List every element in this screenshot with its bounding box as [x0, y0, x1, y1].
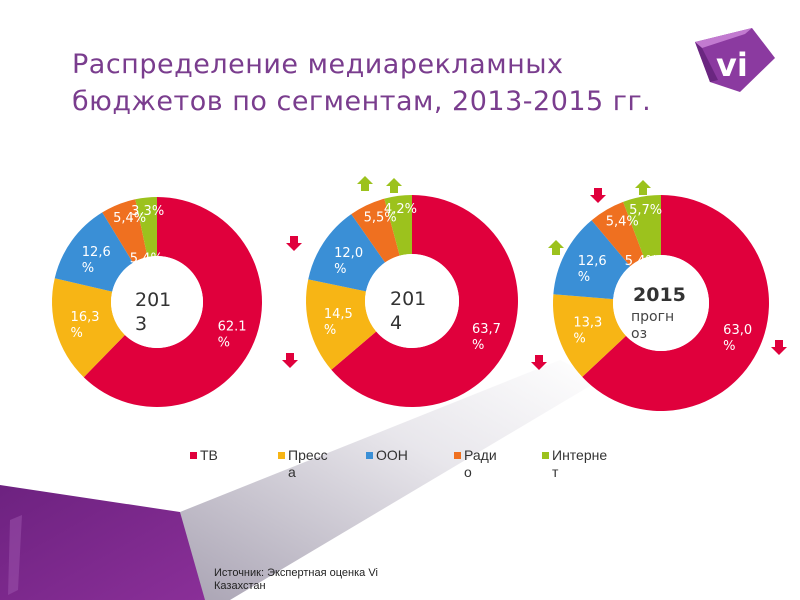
slice-2014-internet [384, 195, 412, 256]
legend-item-internet: Интернет [542, 447, 630, 481]
legend-swatch [454, 452, 461, 459]
slice-2015-radio [591, 201, 645, 267]
svg-text:vi: vi [716, 46, 748, 84]
donut-hole [365, 254, 459, 348]
slice-2013-internet [135, 197, 157, 257]
slice-2013-ooh [54, 212, 134, 292]
data-label-2014-press: 14,5% [324, 307, 353, 338]
data-label-2014-ooh: 12,0% [334, 246, 363, 277]
arrow-down-icon [286, 236, 302, 251]
legend-label: ТВ [200, 447, 218, 463]
arrow-down-icon [771, 340, 787, 355]
slice-2015-internet [623, 195, 661, 259]
slice-2014-ooh [308, 214, 386, 292]
arrow-down-icon [590, 188, 606, 203]
data-label-2013-ooh: 12,6% [82, 245, 111, 276]
legend-item-tv: ТВ [190, 447, 278, 481]
data-label-2015-press: 13,3% [573, 316, 602, 347]
legend-label: Пресса [288, 447, 328, 480]
data-label-2013-internet: 3.3% [131, 204, 164, 219]
data-label-2014-internet: 4,2% [384, 202, 417, 217]
data-label-2015-internet: 5,7% [629, 203, 662, 218]
data-label-2014-tv: 63,7% [472, 322, 501, 353]
vi-logo: vi [690, 20, 785, 104]
legend-item-ooh: ООН [366, 447, 454, 481]
data-label-2015-ooh: 12,6% [578, 254, 607, 285]
slice-2013-tv [83, 197, 262, 407]
data-label-2013-press: 16,3% [71, 310, 100, 341]
arrow-up-icon [386, 178, 402, 193]
source-note: Источник: Экспертная оценка Vi Казахстан [214, 567, 378, 592]
slice-2013-press [51, 278, 125, 378]
arrow-up-icon [357, 176, 373, 191]
data-label-2014-radio: 5,5% [364, 211, 397, 226]
center-year-label: 201 3 [135, 289, 171, 335]
donut-hole [111, 256, 203, 348]
slice-2014-radio [351, 198, 400, 263]
legend-swatch [278, 452, 285, 459]
data-label-2015-tv: 63,0% [723, 323, 752, 354]
slice-2015-press [553, 294, 627, 377]
slice-2014-press [306, 279, 377, 370]
donut-hole [613, 255, 709, 351]
legend-swatch [190, 452, 197, 459]
legend-item-radio: Радио [454, 447, 542, 481]
legend-label: ООН [376, 447, 408, 463]
arrow-up-icon [635, 180, 651, 195]
page-title: Распределение медиарекламных бюджетов по… [72, 49, 652, 117]
legend: ТВ Пресса ООН Радио Интернет [190, 447, 630, 481]
legend-item-press: Пресса [278, 447, 366, 481]
slice-2015-tv [582, 195, 770, 411]
data-label-2013-tv: 62.1% [218, 319, 247, 350]
center-year-label: 201 4 [390, 288, 426, 334]
center-sub-label: прогн оз [631, 309, 674, 342]
center-year-label: 2015 [633, 284, 686, 306]
legend-swatch [366, 452, 373, 459]
data-label-2013-radio: 5,4% [113, 211, 146, 226]
legend-label: Радио [464, 447, 497, 480]
slice-2014-tv [331, 195, 518, 407]
slice-2013-radio [102, 199, 148, 263]
arrow-down-icon [531, 355, 547, 370]
data-label-2015-radio: 5,4% [606, 215, 639, 230]
legend-swatch [542, 452, 549, 459]
arrow-up-icon [548, 240, 564, 255]
legend-label: Интернет [552, 447, 608, 480]
slice-2015-ooh [553, 220, 631, 300]
arrow-down-icon [282, 353, 298, 368]
